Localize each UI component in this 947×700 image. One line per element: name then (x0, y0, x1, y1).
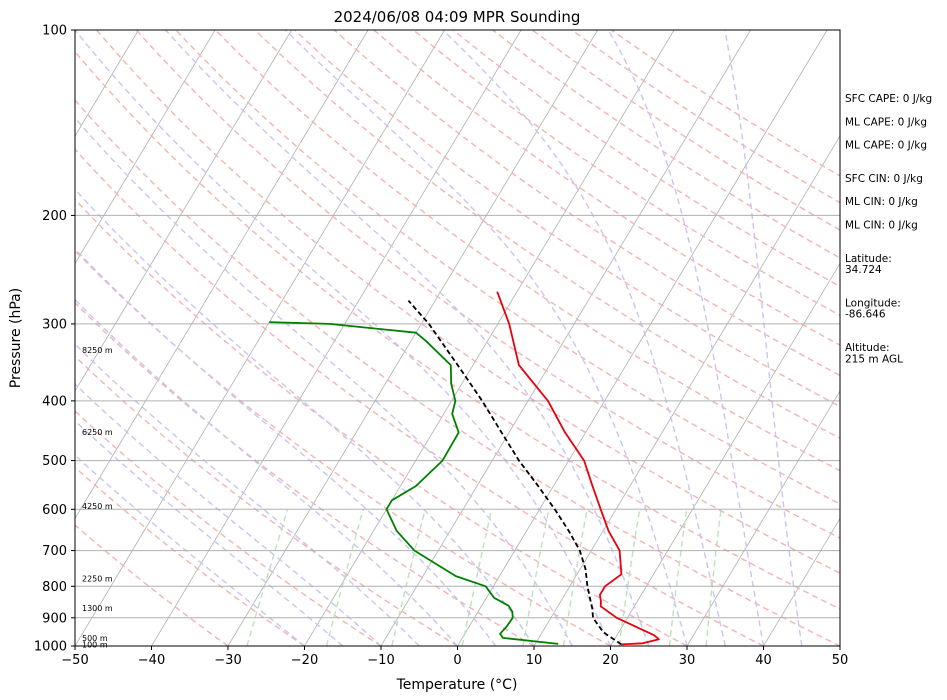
dewpoint-profile-line (269, 321, 559, 645)
x-axis-ticks: −50 −40 −30 −20 −10 0 10 20 30 40 50 (61, 646, 848, 668)
moist-adiabat-line (75, 247, 497, 646)
annotation-text: SFC CIN: 0 J/kg (845, 173, 923, 185)
isotherm-line (380, 30, 751, 646)
dry-adiabat-line (75, 198, 688, 646)
dry-adiabat-line (75, 524, 229, 646)
y-tick-label: 1000 (34, 640, 67, 655)
x-tick-label: 30 (679, 653, 696, 668)
sounding-annotations: SFC CAPE: 0 J/kg ML CAPE: 0 J/kg ML CAPE: … (845, 93, 932, 365)
dry-adiabat-line (175, 30, 840, 505)
height-label: 1300 m (82, 604, 113, 613)
isotherm-line (75, 30, 445, 646)
dry-adiabat-line (75, 301, 535, 646)
isotherm-line (686, 390, 840, 646)
x-tick-label: −40 (138, 653, 165, 668)
moist-adiabat-line (442, 30, 726, 646)
x-tick-label: 20 (602, 653, 619, 668)
pressure-gridlines (75, 30, 840, 646)
isotherm-line (533, 135, 840, 646)
annotation-text: ML CIN: 0 J/kg (845, 220, 918, 232)
isotherm-line (227, 30, 598, 646)
moist-adiabat-line (75, 298, 459, 646)
x-tick-label: 10 (526, 653, 543, 668)
isotherm-line (75, 30, 292, 392)
x-tick-label: 40 (755, 653, 772, 668)
x-tick-label: −50 (61, 653, 88, 668)
x-tick-label: 50 (832, 653, 849, 668)
dry-adiabat-line (75, 148, 764, 646)
height-label: 4250 m (82, 502, 113, 511)
y-tick-label: 100 (42, 24, 67, 39)
dry-adiabat-line (75, 410, 382, 646)
profile-series (269, 291, 660, 646)
dry-adiabat-line (75, 355, 458, 646)
y-tick-label: 700 (42, 544, 67, 559)
height-label: 6250 m (82, 428, 113, 437)
moist-adiabat-line (75, 454, 305, 646)
isotherm-line (75, 30, 216, 265)
isotherm-line (151, 30, 522, 646)
dry-adiabat-line (75, 466, 305, 646)
x-tick-label: −20 (291, 653, 318, 668)
annotation-text: Altitude: (845, 342, 890, 354)
y-tick-label: 600 (42, 503, 67, 518)
isotherm-line (75, 30, 139, 137)
annotation-text: ML CIN: 0 J/kg (845, 196, 918, 208)
annotation-text: ML CAPE: 0 J/kg (845, 116, 927, 128)
annotation-text: Longitude: (845, 297, 901, 309)
moist-adiabat-line (75, 419, 344, 646)
dry-adiabat-line (333, 30, 840, 377)
parcel-path-line (407, 300, 622, 646)
height-label: 2250 m (82, 575, 113, 584)
isotherm-line (304, 30, 675, 646)
x-tick-label: −30 (214, 653, 241, 668)
chart-title: 2024/06/08 04:09 MPR Sounding (334, 8, 581, 26)
isotherm-line (763, 517, 840, 646)
moist-adiabat-line (165, 30, 650, 646)
isotherm-line (457, 30, 828, 646)
dry-adiabat-line (75, 249, 611, 646)
x-axis-label: Temperature (°C) (396, 677, 518, 693)
isotherm-line (75, 30, 369, 520)
annotation-text: SFC CAPE: 0 J/kg (845, 93, 932, 105)
y-tick-label: 400 (42, 394, 67, 409)
height-label: 8250 m (82, 346, 113, 355)
annotation-value: 215 m AGL (845, 353, 903, 365)
moist-adiabat-line (75, 30, 612, 646)
y-tick-label: 900 (42, 611, 67, 626)
dry-adiabat-line (75, 99, 840, 646)
y-tick-label: 300 (42, 317, 67, 332)
annotation-text: Latitude: (845, 253, 892, 265)
y-tick-label: 800 (42, 580, 67, 595)
x-tick-label: −10 (367, 653, 394, 668)
y-axis-label: Pressure (hPa) (8, 288, 24, 388)
moist-adiabat-line (607, 30, 765, 646)
temperature-profile-line (496, 291, 660, 646)
height-label: 100 m (82, 641, 108, 650)
annotation-value: 34.724 (845, 264, 882, 276)
dry-adiabat-line (373, 30, 840, 346)
isotherm-line (610, 262, 840, 646)
annotation-value: -86.646 (845, 309, 886, 321)
moist-adiabat-line (75, 116, 573, 646)
moist-adiabat-line (75, 383, 382, 646)
y-tick-label: 200 (42, 209, 67, 224)
dry-adiabat-line (96, 30, 840, 574)
height-label: 500 m (82, 634, 108, 643)
annotation-text: ML CAPE: 0 J/kg (845, 140, 927, 152)
dry-adiabat-line (135, 30, 840, 539)
y-tick-label: 500 (42, 454, 67, 469)
moist-adiabat-line (75, 343, 420, 646)
x-tick-label: 0 (453, 653, 461, 668)
dry-adiabat-line (75, 50, 840, 610)
y-axis-ticks: 100 200 300 400 500 600 700 800 900 1000 (34, 24, 75, 655)
moist-adiabat-line (724, 30, 803, 646)
dry-adiabat-line (214, 30, 840, 472)
